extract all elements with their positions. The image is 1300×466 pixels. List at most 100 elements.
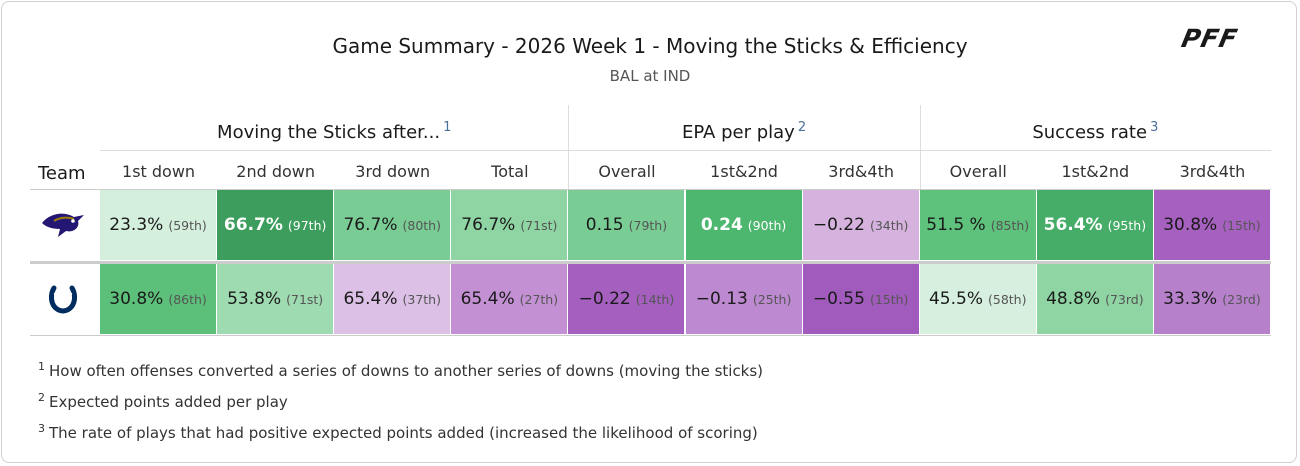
cell: 76.7% (71st)	[451, 190, 568, 260]
group-label: EPA per play	[681, 122, 795, 143]
footnote: 1 How often offenses converted a series o…	[38, 360, 763, 380]
separator	[919, 105, 921, 190]
footnote-marker: 1	[38, 360, 45, 373]
cell-rank: (97th)	[287, 217, 327, 233]
cell: 65.4% (27th)	[451, 264, 568, 334]
separator	[30, 189, 1271, 190]
column-header: 2nd down	[236, 162, 315, 181]
row-separator	[30, 335, 1271, 336]
footnote-text: How often offenses converted a series of…	[49, 362, 764, 380]
colts-logo	[48, 285, 78, 314]
column-header: 1st&2nd	[1061, 162, 1130, 181]
cell: 56.4% (95th)	[1036, 190, 1153, 260]
cell-rank: (58th)	[988, 291, 1027, 307]
cell-value: 33.3%	[1163, 289, 1218, 309]
column-header: 1st&2nd	[710, 162, 778, 181]
footnote: 3 The rate of plays that had positive exp…	[38, 422, 758, 442]
cell-rank: (71st)	[520, 217, 558, 233]
cell-rank: (15th)	[869, 291, 909, 307]
column-header: 3rd&4th	[828, 162, 894, 181]
footnote-marker: 2	[797, 120, 807, 135]
cell-value: 56.4%	[1043, 215, 1103, 235]
cell-rank: (71st)	[286, 291, 324, 307]
cell-rank: (73rd)	[1105, 291, 1144, 307]
cell-value: 0.24	[700, 215, 743, 235]
cell-value: −0.22	[812, 215, 865, 235]
cell-value: 48.8%	[1046, 289, 1101, 309]
cell-rank: (79th)	[628, 217, 668, 233]
cell-value: 51.5 %	[926, 215, 986, 235]
cell: 51.5 % (85th)	[919, 190, 1036, 260]
column-header: Overall	[949, 162, 1007, 181]
separator	[100, 150, 1271, 151]
cell-value: 45.5%	[928, 289, 983, 309]
cell: 48.8% (73rd)	[1036, 264, 1153, 334]
row-separator	[30, 261, 1271, 264]
group-label: Success rate	[1032, 122, 1148, 143]
cell: −0.22 (34th)	[802, 190, 919, 260]
cell-value: 76.7%	[343, 215, 398, 235]
cell-value: 76.7%	[461, 215, 516, 235]
cell-rank: (85th)	[990, 217, 1030, 233]
cell-rank: (86th)	[168, 291, 207, 307]
footnote-text: The rate of plays that had positive expe…	[49, 424, 758, 442]
cell: 33.3% (23rd)	[1153, 264, 1270, 334]
separator	[568, 105, 570, 190]
column-header: 1st down	[122, 162, 196, 181]
footnote-marker: 2	[38, 391, 45, 404]
cell-rank: (14th)	[635, 291, 675, 307]
cell-value: −0.13	[695, 289, 748, 309]
cell-rank: (59th)	[168, 217, 207, 233]
cell-value: 65.4%	[460, 289, 515, 309]
cell-value: 53.8%	[227, 289, 282, 309]
footnote-text: Expected points added per play	[49, 393, 288, 411]
cell: 30.8% (15th)	[1153, 190, 1270, 260]
group-label: Moving the Sticks after...	[217, 122, 441, 143]
footnote: 2 Expected points added per play	[38, 391, 288, 411]
group-header: Moving the Sticks after... 1	[100, 120, 568, 143]
cell: −0.13 (25th)	[685, 264, 802, 334]
cell: −0.55 (15th)	[802, 264, 919, 334]
cell: 53.8% (71st)	[217, 264, 334, 334]
column-header: Overall	[598, 162, 656, 181]
cell-value: 65.4%	[343, 289, 398, 309]
cell: 45.5% (58th)	[919, 264, 1036, 334]
cell-rank: (95th)	[1107, 217, 1147, 233]
cell-value: 30.8%	[109, 289, 164, 309]
cell: −0.22 (14th)	[568, 264, 685, 334]
team-header: Team	[38, 163, 86, 184]
subtitle: BAL at IND	[609, 67, 691, 85]
cell-rank: (27th)	[519, 291, 559, 307]
logo: PFF	[1178, 24, 1241, 53]
cell: 65.4% (37th)	[334, 264, 451, 334]
cell-value: 0.15	[585, 215, 624, 235]
cell: 23.3% (59th)	[100, 190, 217, 260]
cell-rank: (23rd)	[1222, 291, 1261, 307]
cell-rank: (90th)	[747, 217, 787, 233]
group-header: Success rate 3	[920, 120, 1271, 143]
cell-value: −0.55	[812, 289, 865, 309]
group-header: EPA per play 2	[568, 120, 919, 143]
cell-rank: (25th)	[752, 291, 792, 307]
column-header: Total	[491, 162, 529, 181]
cell-rank: (34th)	[869, 217, 909, 233]
cell: 0.15 (79th)	[568, 190, 685, 260]
column-header: 3rd&4th	[1179, 162, 1246, 181]
footnote-marker: 3	[38, 422, 45, 435]
cell-value: 30.8%	[1163, 215, 1218, 235]
ravens-logo	[42, 213, 84, 237]
cell-value: 66.7%	[223, 215, 283, 235]
title: Game Summary - 2026 Week 1 - Moving the …	[332, 34, 968, 58]
column-header: 3rd down	[355, 162, 431, 181]
cell: 76.7% (80th)	[334, 190, 451, 260]
cell-value: −0.22	[578, 289, 631, 309]
cell-value: 23.3%	[109, 215, 164, 235]
cell: 0.24 (90th)	[685, 190, 802, 260]
footnote-marker: 1	[443, 120, 452, 135]
cell: 30.8% (86th)	[100, 264, 217, 334]
cell-rank: (80th)	[402, 217, 441, 233]
cell-rank: (15th)	[1222, 217, 1261, 233]
footnote-marker: 3	[1150, 120, 1159, 135]
